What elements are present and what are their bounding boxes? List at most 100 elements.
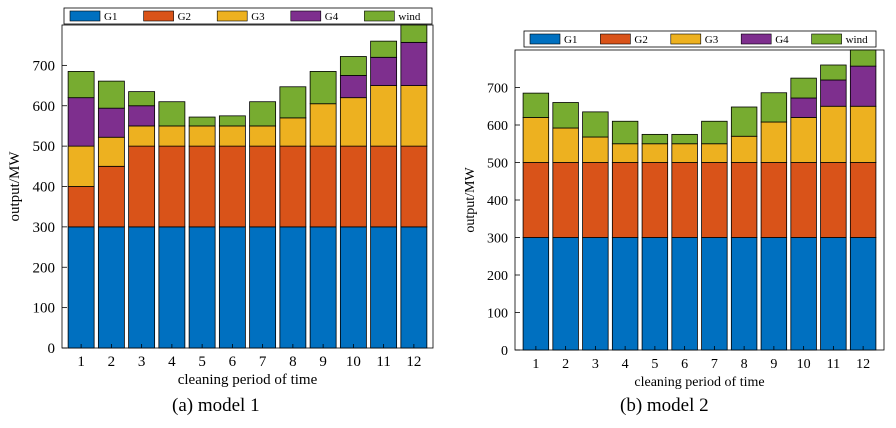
bar-g1-4 bbox=[158, 226, 186, 349]
bar-g4-10 bbox=[790, 97, 817, 118]
bar-g1-7 bbox=[701, 237, 728, 351]
bar-g1-6 bbox=[671, 237, 698, 351]
bar-wind-7 bbox=[701, 120, 728, 145]
bar-g1-5 bbox=[641, 237, 669, 351]
bar-g1-8 bbox=[279, 226, 307, 349]
bar-g4-10 bbox=[339, 75, 367, 99]
bar-g2-10 bbox=[339, 145, 367, 228]
bar-g3-7 bbox=[249, 125, 277, 147]
bar-g1-6 bbox=[218, 226, 246, 349]
x-tick-label: 9 bbox=[319, 354, 327, 370]
bar-g2-3 bbox=[582, 162, 609, 238]
bar-g3-3 bbox=[128, 125, 156, 147]
bar-g2-5 bbox=[188, 145, 216, 228]
bar-g2-8 bbox=[730, 162, 758, 238]
legend-label-g3: G3 bbox=[251, 11, 265, 23]
legend-label-g4: G4 bbox=[775, 34, 789, 46]
bar-g3-5 bbox=[188, 125, 216, 147]
x-axis-label: cleaning period of time bbox=[178, 372, 318, 388]
bar-g2-2 bbox=[97, 165, 125, 228]
bar-g1-4 bbox=[611, 237, 639, 351]
bar-g3-10 bbox=[339, 97, 367, 147]
bar-g3-6 bbox=[218, 125, 246, 147]
bar-wind-5 bbox=[641, 133, 669, 145]
bar-wind-2 bbox=[552, 102, 579, 129]
bar-wind-11 bbox=[370, 40, 398, 58]
bar-wind-2 bbox=[97, 80, 125, 109]
bar-g4-11 bbox=[370, 56, 398, 86]
legend-swatch-g2 bbox=[143, 10, 174, 22]
bar-g3-4 bbox=[611, 143, 639, 163]
bar-g1-1 bbox=[67, 226, 95, 349]
bar-wind-1 bbox=[67, 71, 95, 99]
bar-g4-11 bbox=[820, 79, 847, 107]
bar-wind-5 bbox=[188, 116, 216, 127]
y-tick-label: 700 bbox=[33, 58, 56, 74]
y-tick-label: 100 bbox=[33, 301, 56, 317]
bar-g2-9 bbox=[309, 145, 337, 228]
legend-swatch-wind bbox=[364, 10, 395, 22]
bar-wind-10 bbox=[339, 56, 367, 76]
bar-g2-11 bbox=[370, 145, 398, 228]
bar-g2-1 bbox=[67, 186, 95, 228]
x-axis-label: cleaning period of time bbox=[634, 375, 764, 390]
y-tick-label: 500 bbox=[33, 139, 56, 155]
y-tick-label: 300 bbox=[33, 220, 56, 236]
bar-g3-12 bbox=[849, 105, 877, 163]
bar-g2-11 bbox=[820, 162, 847, 238]
bar-wind-3 bbox=[582, 111, 609, 138]
bar-g1-2 bbox=[97, 226, 125, 349]
x-tick-label: 7 bbox=[711, 357, 718, 372]
bar-wind-3 bbox=[128, 91, 156, 107]
legend-label-g2: G2 bbox=[634, 34, 647, 46]
bar-wind-6 bbox=[671, 133, 698, 145]
bar-g3-12 bbox=[400, 85, 428, 147]
legend-label-wind: wind bbox=[846, 34, 869, 46]
bar-g1-11 bbox=[370, 226, 398, 349]
bar-wind-8 bbox=[279, 86, 307, 119]
y-tick-label: 400 bbox=[487, 194, 508, 209]
x-tick-label: 10 bbox=[346, 354, 361, 370]
bar-wind-12 bbox=[849, 49, 877, 67]
bar-wind-9 bbox=[309, 71, 337, 105]
legend-label-wind: wind bbox=[398, 11, 421, 23]
x-tick-label: 4 bbox=[168, 354, 176, 370]
bar-g2-3 bbox=[128, 145, 156, 228]
x-tick-label: 6 bbox=[229, 354, 237, 370]
bar-g2-2 bbox=[552, 162, 579, 238]
x-tick-label: 8 bbox=[741, 357, 748, 372]
legend-swatch-wind bbox=[811, 33, 842, 45]
bar-g3-3 bbox=[582, 136, 609, 163]
legend-label-g2: G2 bbox=[178, 11, 191, 23]
bar-g2-12 bbox=[849, 162, 877, 238]
y-tick-label: 0 bbox=[501, 344, 508, 359]
x-tick-label: 9 bbox=[770, 357, 777, 372]
y-tick-label: 0 bbox=[48, 341, 56, 357]
bar-g1-3 bbox=[582, 237, 609, 351]
caption-model-1: (a) model 1 bbox=[172, 395, 260, 416]
legend-label-g1: G1 bbox=[564, 34, 577, 46]
bar-g1-9 bbox=[309, 226, 337, 349]
bar-g3-2 bbox=[97, 136, 125, 167]
x-tick-label: 3 bbox=[592, 357, 599, 372]
y-tick-label: 600 bbox=[33, 99, 56, 115]
y-tick-label: 100 bbox=[487, 307, 508, 322]
x-tick-label: 11 bbox=[827, 357, 840, 372]
bar-wind-4 bbox=[158, 101, 186, 127]
bar-wind-9 bbox=[760, 92, 788, 123]
bar-g1-8 bbox=[730, 237, 758, 351]
x-tick-label: 4 bbox=[622, 357, 629, 372]
bar-g3-6 bbox=[671, 143, 698, 163]
x-tick-label: 5 bbox=[651, 357, 658, 372]
bar-g3-5 bbox=[641, 143, 669, 163]
bar-g1-10 bbox=[790, 237, 817, 351]
bar-wind-6 bbox=[218, 115, 246, 127]
y-tick-label: 200 bbox=[33, 260, 56, 276]
x-tick-label: 10 bbox=[797, 357, 811, 372]
caption-model-2: (b) model 2 bbox=[620, 395, 709, 416]
bar-g1-2 bbox=[552, 237, 579, 351]
bar-g1-10 bbox=[339, 226, 367, 349]
bar-g1-9 bbox=[760, 237, 788, 351]
